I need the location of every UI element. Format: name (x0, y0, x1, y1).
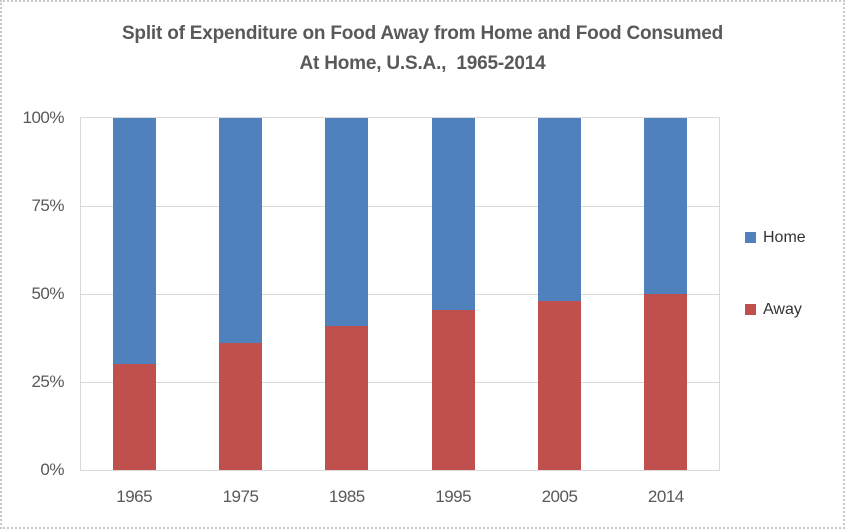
gridline-50 (81, 294, 719, 295)
category-slot-2005 (506, 118, 612, 470)
bar-1965 (112, 118, 156, 470)
bar-segment-away-1985 (325, 325, 369, 470)
legend-entry-home: Home (745, 228, 806, 247)
category-slot-1985 (294, 118, 400, 470)
y-axis-tick-50: 50% (31, 284, 64, 303)
bar-1975 (218, 118, 262, 470)
bar-segment-away-2014 (644, 294, 688, 470)
bar-1995 (431, 118, 475, 470)
category-slot-1965 (81, 118, 187, 470)
bar-segment-away-1995 (431, 309, 475, 470)
bar-1985 (325, 118, 369, 470)
bar-segment-away-1965 (112, 364, 156, 470)
bar-segment-home-2005 (537, 118, 581, 302)
x-axis-label-2014: 2014 (647, 487, 684, 506)
chart-title-line1: Split of Expenditure on Food Away from H… (121, 23, 724, 44)
y-axis-tick-0: 0% (40, 460, 64, 479)
bar-segment-home-1965 (112, 118, 156, 365)
y-axis-tick-25: 25% (31, 372, 64, 391)
x-axis-label-1985: 1985 (328, 487, 365, 506)
legend: Home Away (745, 2, 841, 527)
legend-swatch-away-icon (745, 304, 756, 315)
x-axis-label-1965: 1965 (116, 487, 153, 506)
bar-segment-home-1995 (431, 118, 475, 310)
legend-entry-away: Away (745, 300, 802, 319)
bar-2014 (644, 118, 688, 470)
bar-segment-home-2014 (644, 118, 688, 294)
plot-area (80, 117, 720, 471)
bar-2005 (537, 118, 581, 470)
category-slot-1995 (400, 118, 506, 470)
chart-title-line2: At Home, U.S.A., 1965-2014 (299, 53, 546, 74)
x-axis-label-1975: 1975 (222, 487, 259, 506)
y-axis-tick-75: 75% (31, 196, 64, 215)
gridline-25 (81, 382, 719, 383)
legend-label-home: Home (763, 229, 806, 246)
bar-segment-home-1985 (325, 118, 369, 326)
x-axis-label-2005: 2005 (541, 487, 578, 506)
category-slot-2014 (613, 118, 719, 470)
gridline-75 (81, 206, 719, 207)
bar-segment-away-2005 (537, 301, 581, 470)
legend-swatch-home-icon (745, 232, 756, 243)
x-axis-label-1995: 1995 (435, 487, 472, 506)
bar-segment-home-1975 (218, 118, 262, 344)
bar-segment-away-1975 (218, 343, 262, 470)
chart-title: Split of Expenditure on Food Away from H… (2, 19, 843, 79)
legend-label-away: Away (763, 301, 802, 318)
category-slot-1975 (187, 118, 293, 470)
y-axis-tick-100: 100% (22, 108, 65, 127)
